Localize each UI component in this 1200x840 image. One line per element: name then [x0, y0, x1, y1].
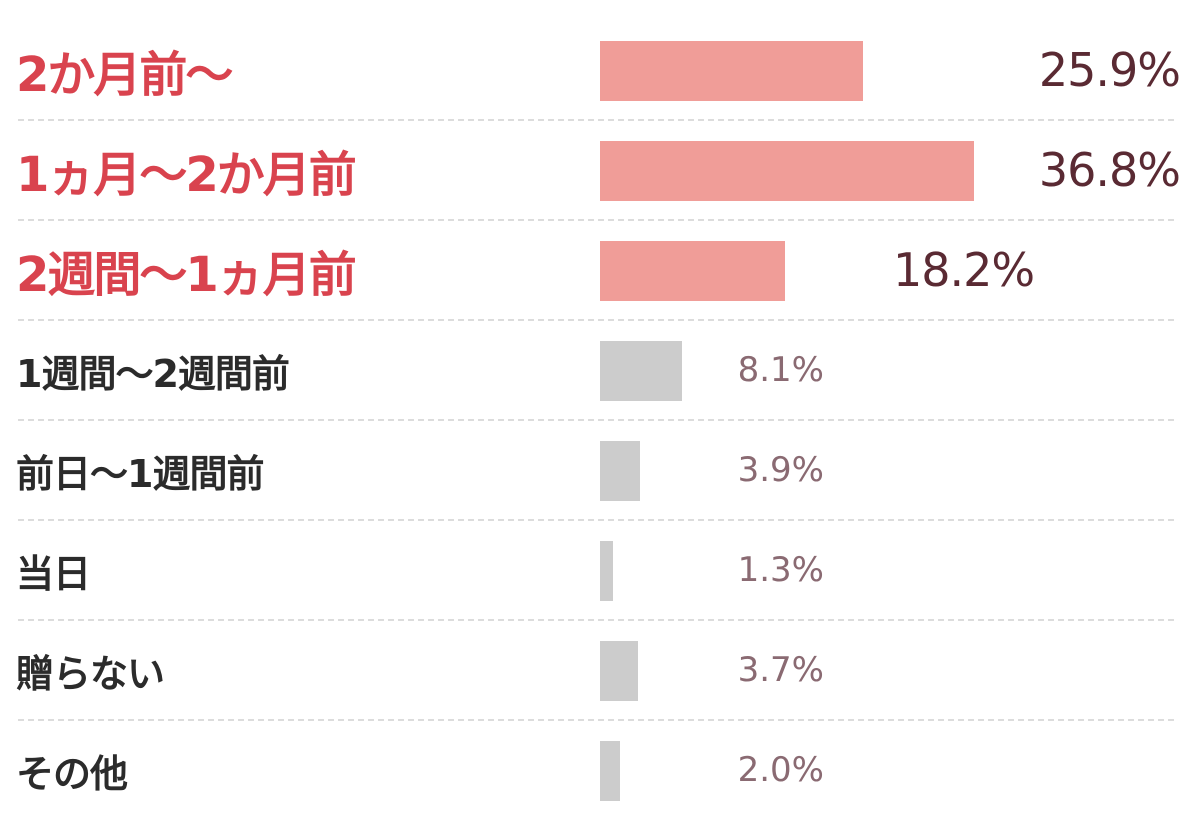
- bar: [600, 441, 640, 501]
- chart-row: 当日 1.3%: [0, 520, 1200, 620]
- bar: [600, 41, 863, 101]
- chart-row: その他 2.0%: [0, 720, 1200, 820]
- row-divider: [18, 319, 1174, 321]
- row-divider: [18, 519, 1174, 521]
- bar: [600, 541, 613, 601]
- row-divider: [18, 219, 1174, 221]
- row-divider: [18, 419, 1174, 421]
- category-label: 1ヵ月〜2か月前: [16, 147, 357, 203]
- row-divider: [18, 119, 1174, 121]
- category-label: その他: [16, 751, 128, 796]
- category-label: 当日: [16, 551, 91, 596]
- chart-row: 2週間〜1ヵ月前 18.2%: [0, 220, 1200, 320]
- category-label: 前日〜1週間前: [16, 451, 264, 496]
- chart-row: 贈らない 3.7%: [0, 620, 1200, 720]
- value-label: 1.3%: [737, 550, 824, 590]
- chart-row: 1週間〜2週間前 8.1%: [0, 320, 1200, 420]
- value-label: 2.0%: [737, 750, 824, 790]
- category-label: 1週間〜2週間前: [16, 351, 290, 396]
- bar: [600, 741, 620, 801]
- category-label: 贈らない: [16, 651, 165, 696]
- bar: [600, 141, 974, 201]
- category-label: 2か月前〜: [16, 47, 233, 103]
- value-label: 3.9%: [737, 450, 824, 490]
- bar: [600, 341, 682, 401]
- row-divider: [18, 719, 1174, 721]
- chart-row: 2か月前〜 25.9%: [0, 20, 1200, 120]
- value-label: 3.7%: [737, 650, 824, 690]
- bar: [600, 641, 638, 701]
- chart-row: 1ヵ月〜2か月前 36.8%: [0, 120, 1200, 220]
- category-label: 2週間〜1ヵ月前: [16, 247, 357, 303]
- value-label: 36.8%: [1038, 143, 1181, 197]
- chart-row: 前日〜1週間前 3.9%: [0, 420, 1200, 520]
- value-label: 8.1%: [737, 350, 824, 390]
- value-label: 25.9%: [1038, 43, 1181, 97]
- value-label: 18.2%: [893, 243, 1035, 297]
- bar: [600, 241, 785, 301]
- row-divider: [18, 619, 1174, 621]
